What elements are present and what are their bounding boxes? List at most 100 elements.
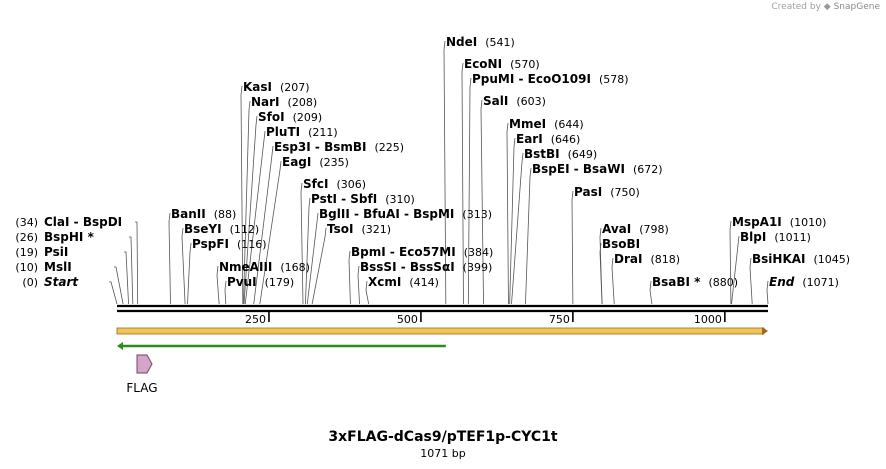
credit-prefix: Created by: [771, 2, 821, 12]
site-leader: [731, 235, 740, 305]
site-name: EarI: [516, 132, 543, 146]
site-leader: [168, 212, 171, 305]
map-length: 1071 bp: [420, 447, 466, 460]
site-leader: [511, 152, 524, 305]
axis-tick: 250: [245, 312, 270, 326]
site-start: (0) Start: [22, 275, 118, 305]
site-position: (798): [639, 223, 669, 236]
site-position: (1071): [802, 276, 839, 289]
site-leader: [181, 227, 186, 305]
arrow-left-icon: [117, 342, 123, 350]
site-leader: [649, 280, 653, 305]
site-pspfi: PspFI (116): [187, 237, 267, 305]
site-position: (168): [280, 261, 310, 274]
features: FLAG: [116, 327, 768, 395]
site-position: (1045): [814, 253, 851, 266]
site-name: EagI: [282, 155, 311, 169]
axis-tick-label: 500: [397, 313, 418, 326]
credit-brand: SnapGene: [833, 2, 880, 12]
site-name: SfoI: [258, 110, 285, 124]
site-name: PasI: [574, 185, 602, 199]
site-leader: [305, 197, 311, 305]
axis-tick: 750: [549, 312, 574, 326]
site-bstbi: BstBI (649): [511, 147, 598, 305]
site-banii: BanII (88): [168, 207, 236, 305]
site-position: (310): [385, 193, 415, 206]
site-position: (306): [336, 178, 366, 191]
site-position: (672): [633, 163, 663, 176]
site-position: (646): [551, 133, 581, 146]
site-esp3i: Esp3I - BsmBI (225): [253, 140, 404, 305]
site-name: PspFI: [192, 237, 229, 251]
site-name: KasI: [243, 80, 272, 94]
site-name: ClaI - BspDI: [44, 215, 122, 229]
site-clai: (34) ClaI - BspDI: [15, 215, 139, 305]
site-name: PstI - SbfI: [311, 192, 377, 206]
site-position: (10): [15, 261, 38, 274]
site-position: (211): [308, 126, 338, 139]
site-leader: [244, 130, 266, 305]
site-end: End (1071): [766, 275, 839, 305]
site-position: (34): [15, 216, 38, 229]
feature-label: FLAG: [126, 381, 157, 395]
site-leader: [114, 266, 124, 305]
site-leader: [467, 77, 472, 305]
site-position: (208): [288, 96, 318, 109]
site-position: (116): [237, 238, 267, 251]
site-bsobi: BsoBI: [599, 237, 640, 305]
site-position: (235): [319, 156, 349, 169]
site-leader: [224, 280, 227, 305]
site-position: (649): [568, 148, 598, 161]
site-position: (750): [610, 186, 640, 199]
site-position: (112): [230, 223, 260, 236]
site-position: (603): [516, 95, 546, 108]
site-name: SalI: [483, 94, 508, 108]
axis-tick-label: 250: [245, 313, 266, 326]
site-leader: [216, 265, 220, 305]
site-name: MslI: [44, 260, 72, 274]
site-name: BlpI: [740, 230, 766, 244]
snapgene-logo-icon: ◆: [823, 2, 831, 12]
site-name: PpuMI - EcoO109I: [472, 72, 591, 86]
site-position: (321): [361, 223, 391, 236]
site-eari: EarI (646): [509, 132, 581, 305]
site-name: SfcI: [303, 177, 328, 191]
site-name: BanII: [171, 207, 206, 221]
flag-feature-arrow-icon: [136, 354, 153, 374]
site-eagi: EagI (235): [259, 155, 349, 305]
site-position: (19): [15, 246, 38, 259]
site-name: XcmI: [368, 275, 401, 289]
site-name: BstBI: [524, 147, 560, 161]
site-pluti: PluTI (211): [244, 125, 338, 305]
site-psii: (19) PsiI: [15, 245, 129, 305]
site-name: BspEI - BsaWI: [532, 162, 625, 176]
site-name: BsiHKAI: [752, 252, 806, 266]
site-name: DraI: [614, 252, 642, 266]
site-name: BsaBI *: [652, 275, 701, 289]
site-name: Start: [44, 275, 79, 289]
sequence-backbone: 250 500 750 1000: [117, 304, 768, 326]
snapgene-credit: Created by ◆ SnapGene: [771, 2, 880, 12]
site-name: BspHI *: [44, 230, 95, 244]
site-leader: [109, 281, 118, 305]
site-position: (384): [464, 246, 494, 259]
site-sfci: SfcI (306): [300, 177, 366, 305]
site-ndei: NdeI (541): [443, 35, 515, 305]
site-bsihkai: BsiHKAI (1045): [749, 252, 851, 305]
site-leader: [509, 137, 516, 305]
site-position: (644): [554, 118, 584, 131]
site-psti: PstI - SbfI (310): [305, 192, 415, 305]
site-nari: NarI (208): [243, 95, 318, 305]
site-position: (570): [510, 58, 540, 71]
site-nmeaiii: NmeAIII (168): [216, 260, 310, 305]
site-position: (399): [463, 261, 493, 274]
site-leader: [187, 242, 192, 305]
site-drai: DraI (818): [611, 252, 680, 305]
axis-tick: 500: [397, 312, 422, 326]
site-name: Esp3I - BsmBI: [274, 140, 366, 154]
site-sali: SalI (603): [480, 94, 546, 305]
site-name: PsiI: [44, 245, 68, 259]
site-position: (313): [462, 208, 492, 221]
site-leader: [243, 115, 258, 305]
site-bpmi: BpmI - Eco57MI (384): [348, 245, 494, 305]
